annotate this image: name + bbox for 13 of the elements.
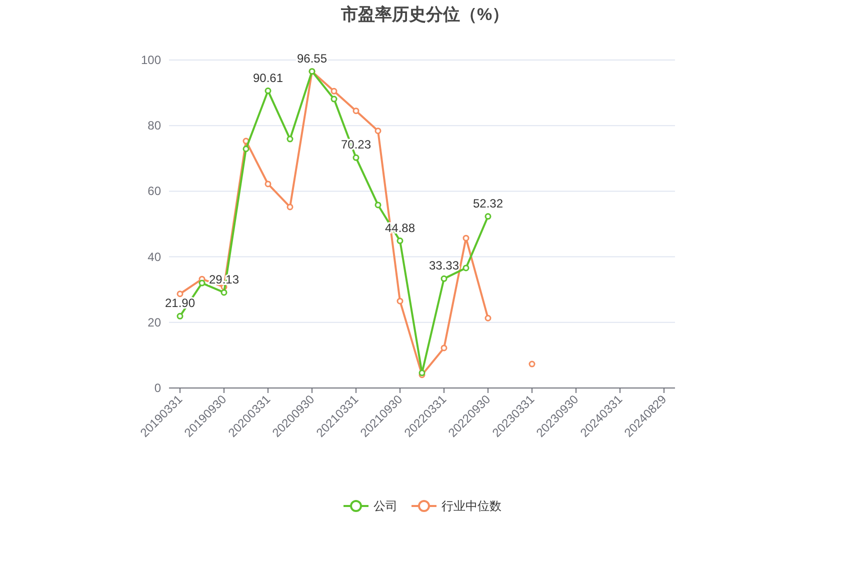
data-label: 96.55 [296,51,328,66]
data-label: 33.33 [428,258,460,273]
chart-title: 市盈率历史分位（%） [340,5,510,24]
data-label: 52.32 [472,196,504,210]
y-tick-label: 0 [154,381,162,395]
y-tick-label: 60 [148,184,162,198]
data-label: 90.61 [252,70,284,85]
legend-label: 公司 [374,499,398,513]
y-tick-label: 40 [148,250,162,264]
y-tick-label: 20 [148,315,162,330]
legend-label: 行业中位数 [442,499,502,513]
y-tick-label: 100 [140,53,162,67]
y-tick-label: 80 [148,118,162,133]
